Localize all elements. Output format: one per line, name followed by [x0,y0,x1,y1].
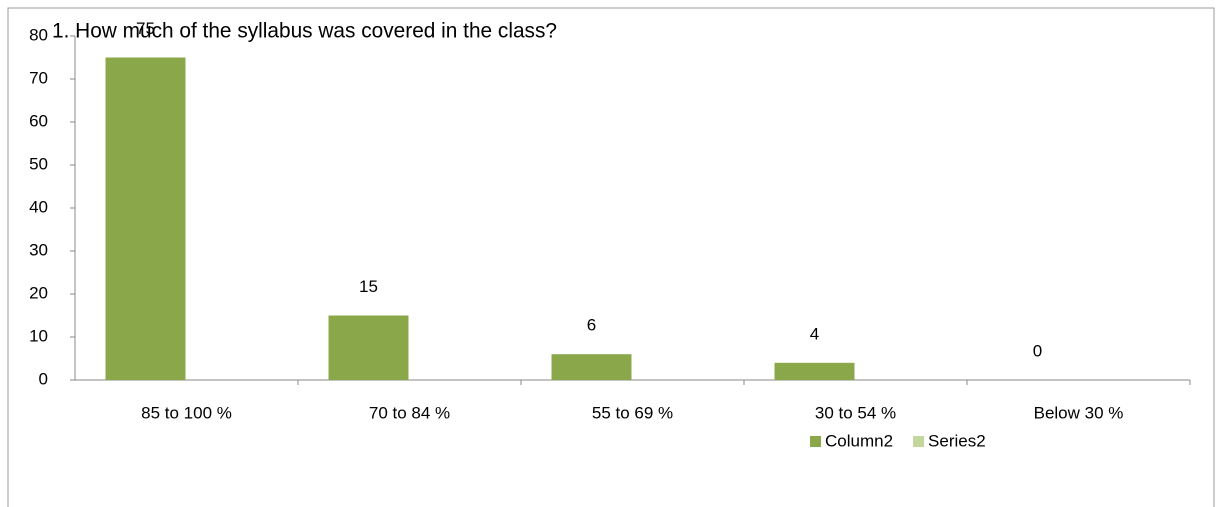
x-tick-label: 30 to 54 % [815,403,896,422]
chart-frame [7,7,1215,507]
legend-label: Column2 [825,431,893,450]
data-label: 6 [587,316,596,335]
data-label: 15 [359,277,378,296]
x-tick-label: 85 to 100 % [141,403,232,422]
y-tick-label: 10 [29,326,48,345]
bar [328,315,409,380]
data-label: 4 [810,324,819,343]
y-tick-label: 0 [39,369,48,388]
y-tick-label: 20 [29,283,48,302]
legend-swatch [810,436,821,447]
legend-swatch [913,436,925,447]
legend-label: Series2 [928,431,986,450]
y-tick-label: 70 [29,68,48,87]
x-tick-label: 55 to 69 % [592,403,673,422]
bar [774,362,855,380]
data-label: 0 [1033,341,1042,360]
bar [551,354,632,380]
chart-title: 1. How much of the syllabus was covered … [52,20,557,43]
y-tick-label: 60 [29,111,48,130]
x-tick-label: 70 to 84 % [369,403,450,422]
x-tick-label: Below 30 % [1034,403,1124,422]
y-tick-label: 40 [29,197,48,216]
y-tick-label: 80 [29,25,48,44]
bar [105,57,186,380]
y-tick-label: 50 [29,154,48,173]
data-label: 75 [136,19,155,38]
y-tick-label: 30 [29,240,48,259]
